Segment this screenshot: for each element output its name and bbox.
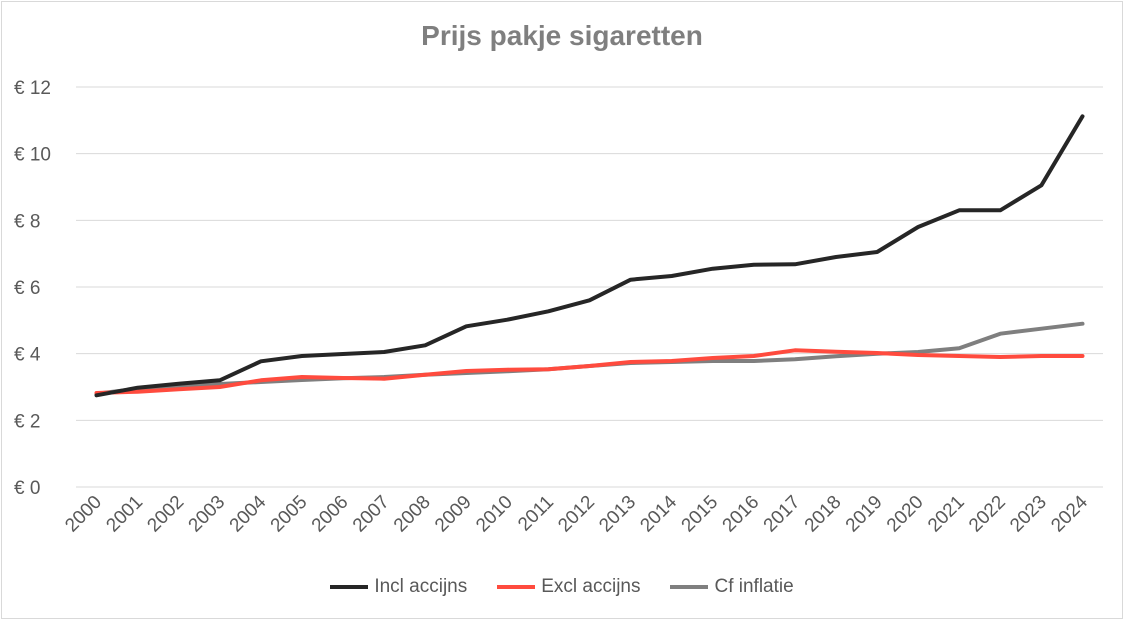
legend-item: Excl accijns xyxy=(497,576,640,598)
legend-label: Cf inflatie xyxy=(714,576,794,597)
legend-item: Incl accijns xyxy=(330,576,467,598)
x-tick-label: 2009 xyxy=(431,492,476,537)
x-tick-label: 2006 xyxy=(308,492,353,537)
x-tick-label: 2008 xyxy=(390,492,435,537)
y-tick-label: € 4 xyxy=(14,345,41,366)
x-tick-label: 2010 xyxy=(472,492,517,537)
gridlines xyxy=(76,86,1103,488)
x-tick-label: 2017 xyxy=(760,492,805,537)
x-tick-label: 2014 xyxy=(636,491,681,536)
x-tick-label: 2004 xyxy=(226,491,271,536)
x-tick-label: 2012 xyxy=(554,492,599,537)
x-tick-label: 2021 xyxy=(924,492,969,537)
y-tick-label: € 6 xyxy=(14,278,40,299)
x-tick-label: 2023 xyxy=(1006,492,1051,537)
legend-item: Cf inflatie xyxy=(670,576,794,598)
x-tick-label: 2024 xyxy=(1047,491,1092,536)
x-tick-label: 2020 xyxy=(883,492,928,537)
x-tick-label: 2002 xyxy=(143,492,188,537)
legend-swatch xyxy=(497,585,536,589)
y-tick-label: € 2 xyxy=(14,411,40,432)
y-tick-label: € 8 xyxy=(14,211,40,232)
y-tick-label: € 12 xyxy=(14,78,51,99)
y-tick-label: € 0 xyxy=(14,478,40,499)
x-tick-label: 2003 xyxy=(185,492,230,537)
series-line-incl-accijns xyxy=(94,114,1085,398)
x-tick-label: 2005 xyxy=(267,492,312,537)
x-axis-labels: 2000200120022003200420052006200720082009… xyxy=(61,491,1092,536)
x-tick-label: 2007 xyxy=(349,492,394,537)
chart-title: Prijs pakje sigaretten xyxy=(421,20,703,51)
series-line-excl-accijns xyxy=(94,348,1085,395)
legend: Incl accijns Excl accijns Cf inflatie xyxy=(0,576,1124,598)
y-axis-labels: € 0 € 2 € 4 € 6 € 8 € 10 € 12 xyxy=(14,78,51,499)
x-tick-label: 2016 xyxy=(719,492,764,537)
x-tick-label: 2001 xyxy=(102,492,147,537)
x-tick-label: 2018 xyxy=(801,492,846,537)
x-tick-label: 2000 xyxy=(61,492,106,537)
legend-swatch xyxy=(330,585,369,589)
x-tick-label: 2013 xyxy=(595,492,640,537)
x-tick-label: 2019 xyxy=(842,492,887,537)
x-tick-label: 2011 xyxy=(514,492,558,536)
series-lines xyxy=(94,114,1085,398)
legend-swatch xyxy=(670,585,709,589)
legend-label: Incl accijns xyxy=(374,576,468,597)
x-tick-label: 2015 xyxy=(678,492,723,537)
x-tick-label: 2022 xyxy=(965,492,1010,537)
y-tick-label: € 10 xyxy=(14,145,51,166)
legend-label: Excl accijns xyxy=(541,576,641,597)
